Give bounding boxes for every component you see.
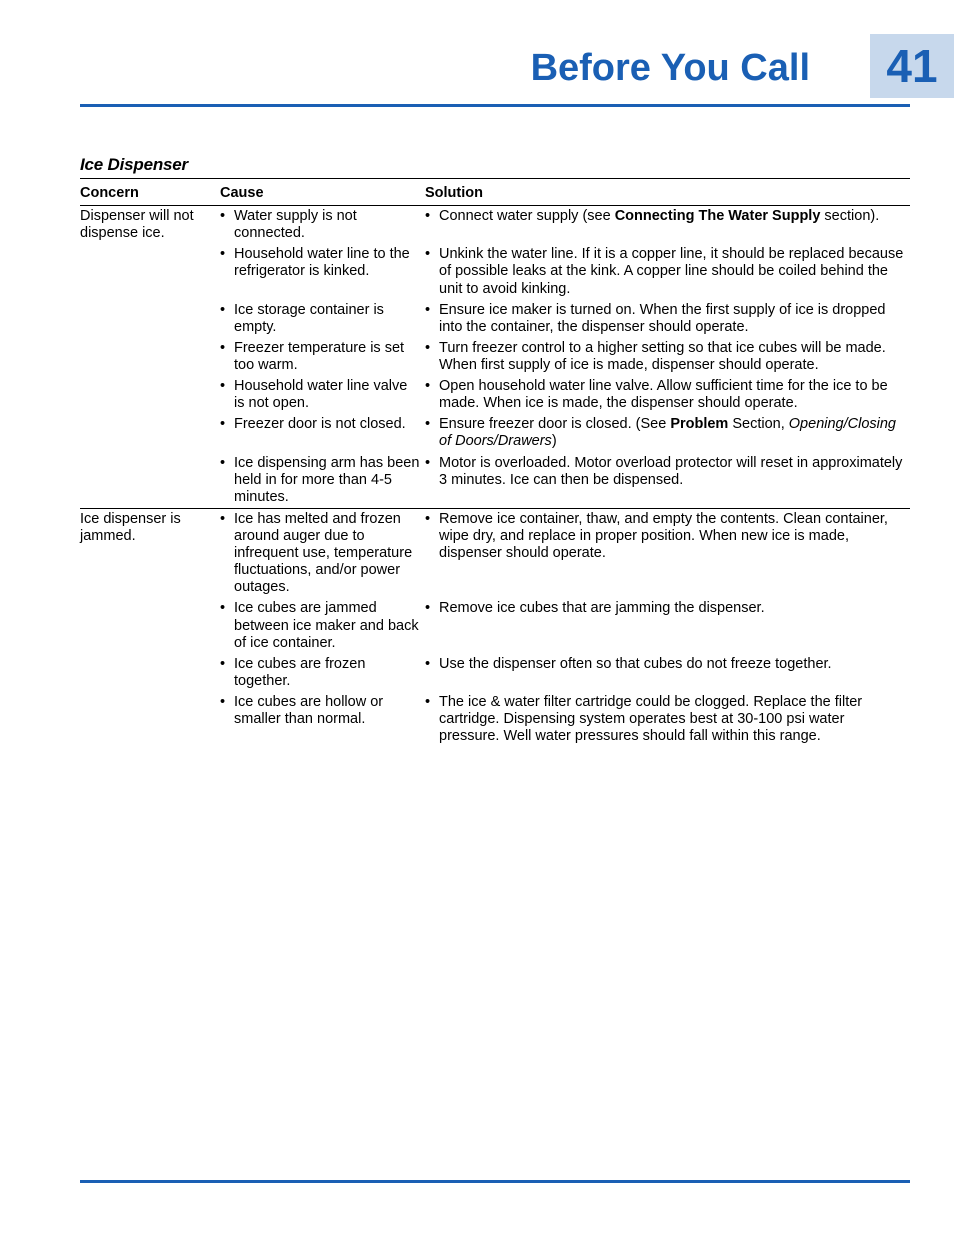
cause-cell: • Ice cubes are hollow or smaller than n… <box>220 692 425 747</box>
cause-text: Household water line valve is not open. <box>234 378 421 412</box>
bullet-icon: • <box>220 340 234 374</box>
cause-cell: • Ice cubes are jammed between ice maker… <box>220 598 425 653</box>
bullet-icon: • <box>425 302 439 336</box>
col-header-concern: Concern <box>80 185 220 206</box>
bullet-icon: • <box>425 246 439 297</box>
table-row: Ice dispenser is jammed. • Ice has melte… <box>80 508 910 598</box>
cause-text: Freezer door is not closed. <box>234 416 421 433</box>
solution-text: Ensure freezer door is closed. (See Prob… <box>439 416 906 450</box>
bullet-icon: • <box>220 694 234 728</box>
solution-text: The ice & water filter cartridge could b… <box>439 694 906 745</box>
solution-cell: • Unkink the water line. If it is a copp… <box>425 244 910 299</box>
cause-cell: • Ice has melted and frozen around auger… <box>220 508 425 598</box>
table-header-row: Concern Cause Solution <box>80 185 910 206</box>
cause-text: Freezer temperature is set too warm. <box>234 340 421 374</box>
page-number: 41 <box>886 39 937 93</box>
solution-text: Connect water supply (see Connecting The… <box>439 208 906 225</box>
bullet-icon: • <box>220 600 234 651</box>
header-divider <box>80 104 910 107</box>
cause-cell: • Household water line valve is not open… <box>220 376 425 414</box>
footer-divider <box>80 1180 910 1183</box>
section-title: Ice Dispenser <box>80 155 910 179</box>
bullet-icon: • <box>220 416 234 433</box>
cause-cell: • Freezer door is not closed. <box>220 414 425 452</box>
bullet-icon: • <box>425 511 439 562</box>
bullet-icon: • <box>220 656 234 690</box>
solution-cell: • Connect water supply (see Connecting T… <box>425 206 910 245</box>
bullet-icon: • <box>220 208 234 242</box>
solution-text: Motor is overloaded. Motor overload prot… <box>439 455 906 489</box>
table-row: Dispenser will not dispense ice. • Water… <box>80 206 910 245</box>
bullet-icon: • <box>425 208 439 225</box>
bullet-icon: • <box>220 511 234 597</box>
page-content: Before You Call Ice Dispenser Concern Ca… <box>0 0 954 747</box>
bullet-icon: • <box>425 455 439 489</box>
cause-text: Ice cubes are jammed between ice maker a… <box>234 600 421 651</box>
bullet-icon: • <box>220 246 234 280</box>
solution-text: Ensure ice maker is turned on. When the … <box>439 302 906 336</box>
page-number-badge: 41 <box>870 34 954 98</box>
bullet-icon: • <box>425 694 439 745</box>
bullet-icon: • <box>425 340 439 374</box>
bullet-icon: • <box>425 656 439 673</box>
bullet-icon: • <box>220 455 234 506</box>
bullet-icon: • <box>425 416 439 450</box>
solution-cell: • Ensure ice maker is turned on. When th… <box>425 300 910 338</box>
concern-cell: Ice dispenser is jammed. <box>80 508 220 747</box>
col-header-solution: Solution <box>425 185 910 206</box>
solution-cell: • Use the dispenser often so that cubes … <box>425 654 910 692</box>
solution-text: Turn freezer control to a higher setting… <box>439 340 906 374</box>
cause-text: Ice has melted and frozen around auger d… <box>234 511 421 597</box>
solution-cell: • Ensure freezer door is closed. (See Pr… <box>425 414 910 452</box>
cause-text: Ice cubes are hollow or smaller than nor… <box>234 694 421 728</box>
col-header-cause: Cause <box>220 185 425 206</box>
cause-cell: • Ice cubes are frozen together. <box>220 654 425 692</box>
solution-text: Remove ice cubes that are jamming the di… <box>439 600 906 617</box>
bullet-icon: • <box>220 302 234 336</box>
cause-cell: • Water supply is not connected. <box>220 206 425 245</box>
bullet-icon: • <box>425 378 439 412</box>
bullet-icon: • <box>220 378 234 412</box>
solution-text: Use the dispenser often so that cubes do… <box>439 656 906 673</box>
solution-cell: • Turn freezer control to a higher setti… <box>425 338 910 376</box>
solution-cell: • Remove ice cubes that are jamming the … <box>425 598 910 653</box>
cause-cell: • Ice storage container is empty. <box>220 300 425 338</box>
cause-text: Water supply is not connected. <box>234 208 421 242</box>
troubleshooting-table: Concern Cause Solution Dispenser will no… <box>80 185 910 747</box>
solution-cell: • Motor is overloaded. Motor overload pr… <box>425 453 910 509</box>
solution-text: Open household water line valve. Allow s… <box>439 378 906 412</box>
page-title: Before You Call <box>531 47 810 90</box>
concern-cell: Dispenser will not dispense ice. <box>80 206 220 509</box>
cause-text: Ice storage container is empty. <box>234 302 421 336</box>
cause-text: Household water line to the refrigerator… <box>234 246 421 280</box>
bullet-icon: • <box>425 600 439 617</box>
page-header: Before You Call <box>80 36 910 100</box>
solution-text: Unkink the water line. If it is a copper… <box>439 246 906 297</box>
cause-text: Ice cubes are frozen together. <box>234 656 421 690</box>
cause-text: Ice dispensing arm has been held in for … <box>234 455 421 506</box>
solution-text: Remove ice container, thaw, and empty th… <box>439 511 906 562</box>
solution-cell: • Remove ice container, thaw, and empty … <box>425 508 910 598</box>
cause-cell: • Ice dispensing arm has been held in fo… <box>220 453 425 509</box>
cause-cell: • Freezer temperature is set too warm. <box>220 338 425 376</box>
cause-cell: • Household water line to the refrigerat… <box>220 244 425 299</box>
solution-cell: • Open household water line valve. Allow… <box>425 376 910 414</box>
solution-cell: • The ice & water filter cartridge could… <box>425 692 910 747</box>
